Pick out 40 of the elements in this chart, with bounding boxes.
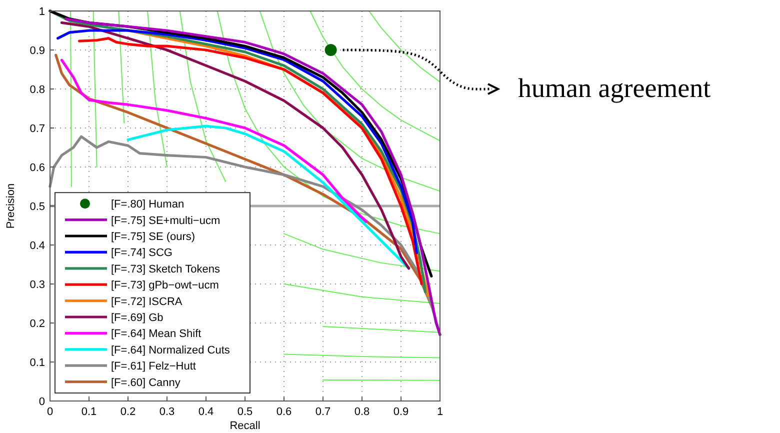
x-tick-label: 0.3 — [159, 406, 175, 418]
y-tick-label: 0.7 — [30, 123, 45, 135]
y-tick-label: 0.4 — [30, 240, 45, 252]
x-tick-label: 0.9 — [393, 406, 409, 418]
legend-label: [F=.64] Normalized Cuts — [111, 344, 230, 356]
y-tick-label: 0.5 — [30, 201, 45, 213]
y-tick-label: 0.8 — [30, 84, 45, 96]
legend-label: [F=.74] SCG — [111, 247, 172, 260]
y-tick-label: 0.3 — [30, 279, 45, 291]
x-tick-label: 0.2 — [120, 406, 136, 418]
legend-label: [F=.61] Felz−Hutt — [111, 360, 196, 373]
legend-label: [F=.69] Gb — [111, 312, 164, 324]
legend-label: [F=.60] Canny — [111, 376, 181, 389]
text: human agreement — [518, 73, 712, 103]
y-tick-label: 0.9 — [30, 45, 45, 57]
x-tick-label: 0.4 — [198, 406, 214, 418]
y-tick-label: 1 — [38, 6, 45, 18]
legend-label: [F=.80] Human — [111, 198, 184, 211]
legend-label: [F=.72] ISCRA — [111, 296, 183, 308]
legend-label: [F=.64] Mean Shift — [111, 328, 202, 340]
legend-label: [F=.75] SE (ours) — [111, 231, 196, 243]
x-tick-label: 0.6 — [276, 406, 292, 418]
line-series — [368, 10, 440, 82]
y-axis-title: Precision — [5, 183, 17, 229]
x-tick-label: 0.7 — [315, 406, 331, 418]
x-tick-label: 0.1 — [81, 406, 97, 418]
x-tick-label: 0.8 — [354, 406, 370, 418]
y-tick-label: 0.6 — [30, 162, 45, 174]
y-tick-label: 0 — [38, 396, 45, 408]
legend-label: [F=.73] gPb−owt−ucm — [111, 280, 219, 292]
x-tick-label: 0.5 — [237, 406, 253, 418]
line-series — [310, 10, 440, 142]
x-tick-label: 1 — [436, 406, 444, 418]
y-tick-label: 0.1 — [30, 357, 45, 369]
line-series — [259, 10, 440, 192]
y-tick-label: 0.2 — [30, 318, 45, 330]
legend-label: [F=.73] Sketch Tokens — [111, 263, 220, 276]
legend-label: [F=.75] SE+multi−ucm — [111, 214, 220, 227]
x-axis-title: Recall — [230, 420, 260, 432]
x-tick-label: 0 — [46, 406, 54, 418]
